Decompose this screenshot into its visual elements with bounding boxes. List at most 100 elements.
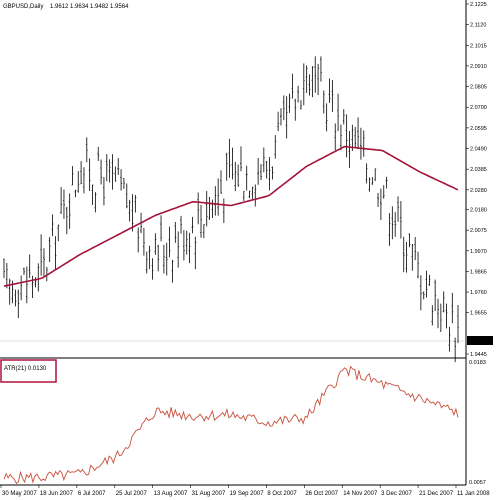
price-candle — [314, 56, 317, 93]
price-candle — [214, 186, 217, 216]
price-candle — [191, 216, 194, 234]
time-tick-label: 18 Jun 2007 — [40, 491, 74, 497]
price-candle — [365, 163, 368, 184]
price-candle — [28, 254, 31, 278]
price-candle — [399, 200, 402, 239]
price-candle — [20, 275, 23, 301]
price-candle — [311, 66, 314, 98]
price-candle — [382, 185, 385, 199]
price-tick-label: 2.0180 — [470, 207, 487, 213]
price-candle — [48, 237, 51, 263]
price-candle — [439, 303, 442, 332]
price-candle — [437, 298, 440, 329]
indicator-label-highlight — [0, 359, 57, 383]
price-candle — [277, 111, 280, 132]
price-candle — [431, 305, 434, 326]
price-tick-label: 1.9865 — [470, 269, 487, 275]
price-candle — [265, 160, 268, 179]
price-axis[interactable]: 2.1225 2.1120 2.1015 2.0910 2.0805 2.0700 2.05… — [466, 2, 487, 358]
ohlc-label: 1.9612 1.9634 1.9482 1.9564 — [50, 4, 129, 10]
price-candle — [239, 146, 242, 172]
price-candle — [137, 227, 140, 253]
price-candle — [251, 186, 254, 199]
price-candle — [105, 154, 108, 182]
price-candle — [31, 275, 34, 299]
price-candle — [74, 189, 77, 198]
price-candle — [245, 165, 248, 191]
price-candle — [334, 123, 337, 151]
price-candle — [434, 279, 437, 312]
price-candle — [388, 213, 391, 246]
price-candle — [297, 85, 300, 103]
price-candle — [122, 178, 125, 189]
price-candle — [231, 147, 234, 180]
time-tick-label: 26 Oct 2007 — [305, 491, 338, 497]
price-candle — [85, 137, 88, 163]
price-candle — [385, 176, 388, 189]
price-candle — [268, 157, 271, 191]
price-tick-label: 2.1120 — [470, 23, 486, 29]
price-candle — [205, 191, 208, 227]
price-candle — [448, 326, 451, 352]
price-candle — [220, 170, 223, 194]
price-candles — [3, 56, 459, 363]
price-candle — [154, 233, 157, 255]
price-candle — [197, 192, 200, 225]
price-candle — [402, 236, 405, 273]
price-candle — [299, 100, 302, 110]
price-tick-label: 2.0700 — [470, 105, 487, 111]
price-candle — [120, 169, 123, 191]
price-candle — [102, 176, 105, 206]
price-candle — [285, 96, 288, 139]
price-candle — [162, 244, 165, 274]
price-candle — [445, 303, 448, 329]
price-candle — [237, 164, 240, 187]
price-candle — [348, 131, 351, 168]
price-candle — [200, 204, 203, 238]
price-candle — [428, 274, 431, 286]
price-candle — [422, 291, 425, 300]
price-candle — [37, 263, 40, 292]
price-candle — [54, 236, 57, 271]
price-candle — [211, 199, 214, 219]
price-candle — [454, 337, 457, 363]
price-tick-label: 2.0805 — [470, 85, 487, 91]
price-candle — [254, 184, 257, 207]
price-candle — [262, 147, 265, 173]
time-tick-label: 25 Jul 2007 — [116, 491, 148, 497]
price-candle — [394, 212, 397, 237]
price-candle — [377, 192, 380, 208]
price-candle — [302, 63, 305, 106]
price-candle — [194, 236, 197, 270]
price-candle — [457, 305, 459, 344]
price-tick-label: 2.0385 — [470, 167, 487, 173]
price-candle — [208, 196, 211, 220]
time-tick-label: 6 Jul 2007 — [78, 491, 106, 497]
time-tick-label: 11 Jan 2008 — [457, 491, 490, 497]
price-candle — [108, 159, 111, 183]
time-axis[interactable]: 30 May 2007 18 Jun 2007 6 Jul 2007 25 Jul 2… — [0, 485, 490, 497]
price-candle — [62, 189, 65, 219]
price-candle — [259, 164, 262, 181]
price-candle — [379, 188, 382, 221]
price-candle — [97, 146, 100, 161]
price-candle — [3, 258, 5, 279]
price-candle — [271, 166, 274, 180]
price-candle — [100, 159, 103, 185]
price-tick-label: 1.9655 — [470, 311, 487, 317]
price-candle — [111, 154, 114, 190]
price-candle — [279, 108, 282, 126]
price-candle — [65, 206, 68, 235]
price-candle — [294, 98, 297, 121]
price-candle — [168, 226, 171, 258]
price-candle — [374, 168, 377, 182]
atr-axis-top-tick: 0.0183 — [469, 360, 486, 366]
price-candle — [5, 263, 8, 289]
price-candle — [291, 73, 294, 99]
price-candle — [142, 227, 145, 256]
price-candle — [171, 259, 174, 283]
price-candle — [88, 158, 91, 192]
price-candle — [411, 243, 414, 271]
